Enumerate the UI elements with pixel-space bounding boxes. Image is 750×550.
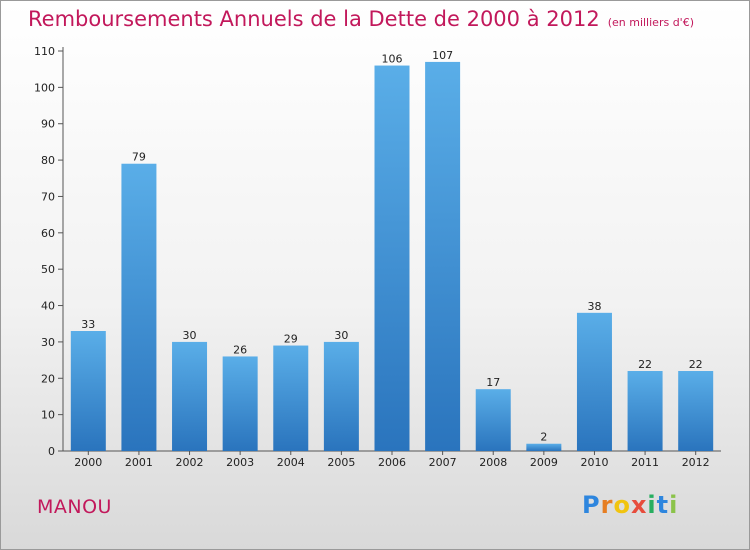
commune-name: MANOU bbox=[37, 496, 112, 518]
chart-title: Remboursements Annuels de la Dette de 20… bbox=[28, 7, 600, 31]
brand-letter: o bbox=[613, 491, 631, 519]
data-label: 22 bbox=[638, 358, 652, 371]
data-label: 17 bbox=[486, 376, 500, 389]
x-tick-label: 2011 bbox=[631, 456, 659, 469]
bar bbox=[273, 345, 309, 451]
brand-letter: i bbox=[669, 491, 679, 519]
brand-letter: x bbox=[630, 491, 648, 519]
x-tick-label: 2012 bbox=[682, 456, 710, 469]
bar bbox=[222, 356, 258, 451]
x-tick-label: 2001 bbox=[125, 456, 153, 469]
bar bbox=[627, 371, 663, 451]
bar bbox=[374, 65, 410, 451]
y-tick-label: 30 bbox=[41, 336, 55, 349]
y-tick-label: 0 bbox=[48, 445, 55, 458]
y-tick-label: 100 bbox=[34, 81, 55, 94]
axes: 0 10 20 30 40 50 60 70 80 90 100 110 2000 2001 2002 200… bbox=[34, 45, 721, 469]
brand-logo: Proxiti bbox=[582, 491, 678, 519]
data-label: 38 bbox=[587, 300, 601, 313]
y-tick-label: 60 bbox=[41, 227, 55, 240]
data-label: 30 bbox=[334, 329, 348, 342]
y-tick-label: 90 bbox=[41, 118, 55, 131]
x-tick-label: 2008 bbox=[479, 456, 507, 469]
y-tick-label: 110 bbox=[34, 45, 55, 58]
bar bbox=[323, 341, 359, 451]
x-tick-label: 2004 bbox=[277, 456, 305, 469]
data-label: 107 bbox=[432, 49, 453, 62]
title-row: Remboursements Annuels de la Dette de 20… bbox=[28, 7, 694, 31]
bar bbox=[526, 443, 562, 451]
brand-letter: t bbox=[656, 491, 670, 519]
x-tick-label: 2010 bbox=[580, 456, 608, 469]
x-tick-label: 2005 bbox=[327, 456, 355, 469]
bar bbox=[172, 341, 208, 451]
data-label: 106 bbox=[382, 53, 403, 66]
x-tick-label: 2009 bbox=[530, 456, 558, 469]
brand-letter: i bbox=[647, 491, 657, 519]
bar bbox=[678, 371, 714, 451]
y-tick-label: 40 bbox=[41, 300, 55, 313]
x-tick-label: 2002 bbox=[176, 456, 204, 469]
data-label: 22 bbox=[689, 358, 703, 371]
data-label: 2 bbox=[540, 431, 547, 444]
data-label: 30 bbox=[183, 329, 197, 342]
y-tick-label: 10 bbox=[41, 409, 55, 422]
data-label: 79 bbox=[132, 151, 146, 164]
chart-subtitle: (en milliers d'€) bbox=[607, 16, 694, 29]
brand-letter: P bbox=[582, 491, 601, 519]
bars bbox=[70, 61, 714, 452]
x-tick-label: 2000 bbox=[74, 456, 102, 469]
y-tick-label: 50 bbox=[41, 263, 55, 276]
x-tick-label: 2006 bbox=[378, 456, 406, 469]
brand-letter: r bbox=[600, 491, 614, 519]
y-tick-label: 70 bbox=[41, 190, 55, 203]
bar bbox=[576, 312, 612, 451]
x-tick-label: 2003 bbox=[226, 456, 254, 469]
data-labels: 33 79 30 26 29 30 106 107 17 2 38 22 22 bbox=[81, 49, 702, 444]
data-label: 26 bbox=[233, 343, 247, 356]
x-tick-label: 2007 bbox=[429, 456, 457, 469]
data-label: 33 bbox=[81, 318, 95, 331]
bar bbox=[70, 331, 106, 451]
y-tick-label: 80 bbox=[41, 154, 55, 167]
y-tick-label: 20 bbox=[41, 372, 55, 385]
bar bbox=[425, 61, 461, 452]
bar bbox=[121, 163, 157, 451]
bar bbox=[475, 389, 511, 451]
data-label: 29 bbox=[284, 333, 298, 346]
